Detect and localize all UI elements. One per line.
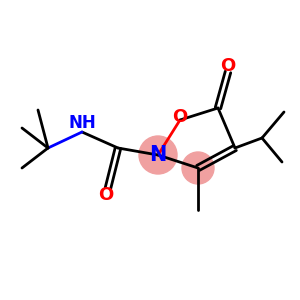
Text: O: O bbox=[98, 186, 114, 204]
Text: O: O bbox=[172, 108, 188, 126]
Circle shape bbox=[182, 152, 214, 184]
Circle shape bbox=[139, 136, 177, 174]
Text: O: O bbox=[220, 57, 236, 75]
Text: NH: NH bbox=[68, 114, 96, 132]
Text: N: N bbox=[149, 145, 167, 165]
